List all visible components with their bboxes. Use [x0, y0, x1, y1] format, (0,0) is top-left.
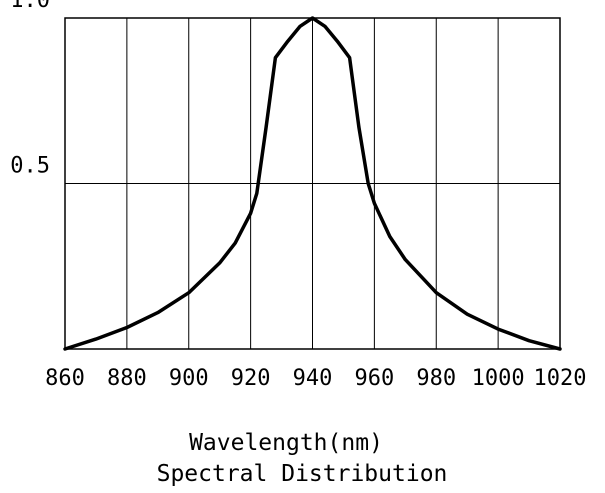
- x-tick-label-980: 980: [416, 366, 456, 391]
- x-tick-label-900: 900: [169, 366, 209, 391]
- x-tick-label-860: 860: [45, 366, 85, 391]
- series-line-spectral-response: [63, 16, 562, 351]
- grid-lines: [65, 18, 560, 349]
- x-tick-label-960: 960: [355, 366, 395, 391]
- x-tick-labels: 860 880 900 920 940 960 980 1000 1020: [45, 366, 586, 391]
- x-axis-label: Wavelength(nm): [189, 430, 383, 456]
- y-tick-labels: 0.5 1.0: [10, 0, 50, 179]
- y-tick-label-0.5: 0.5: [10, 154, 50, 179]
- chart-title: Spectral Distribution: [157, 461, 448, 487]
- x-tick-label-1020: 1020: [534, 366, 587, 391]
- x-tick-label-880: 880: [107, 366, 147, 391]
- y-tick-label-1.0: 1.0: [10, 0, 50, 13]
- x-tick-label-940: 940: [293, 366, 333, 391]
- x-tick-label-1000: 1000: [472, 366, 525, 391]
- x-tick-label-920: 920: [231, 366, 271, 391]
